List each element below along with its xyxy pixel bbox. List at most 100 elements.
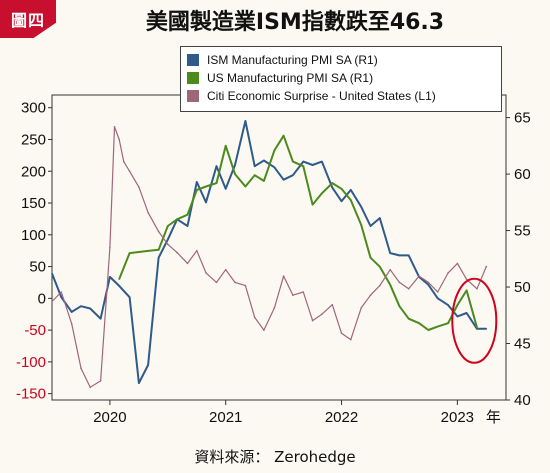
data-point-ism [427, 284, 430, 286]
legend-item-us: US Manufacturing PMI SA (R1) [187, 69, 501, 87]
data-point-ism [485, 328, 488, 330]
data-point-ism [167, 238, 169, 241]
legend-item-citi: Citi Economic Surprise - United States (… [187, 87, 501, 105]
data-point-ism [186, 225, 189, 227]
right-tick-label: 40 [514, 392, 531, 409]
data-point-citi [123, 160, 125, 163]
data-point-us [321, 192, 323, 195]
x-axis-unit: 年 [486, 409, 501, 426]
left-tick-label: -100 [16, 354, 46, 371]
data-point-citi [60, 291, 63, 293]
left-tick-label: 150 [21, 195, 46, 212]
data-point-us [273, 149, 276, 152]
data-point-citi [350, 338, 352, 341]
data-point-us [360, 224, 363, 226]
data-point-us [176, 218, 178, 221]
data-point-citi [118, 138, 120, 141]
data-point-citi [234, 281, 236, 284]
data-point-ism [331, 186, 334, 189]
legend-item-ism: ISM Manufacturing PMI SA (R1) [187, 51, 501, 69]
data-point-citi [80, 367, 82, 370]
left-tick-label: 200 [21, 163, 46, 180]
data-point-ism [369, 225, 372, 227]
data-point-citi [447, 272, 449, 274]
source-note: 資料來源： Zerohedge [194, 448, 356, 466]
data-point-ism [311, 164, 314, 166]
data-point-citi [51, 300, 53, 303]
data-point-us [186, 213, 189, 216]
left-tick-label: 100 [21, 227, 46, 244]
data-point-citi [331, 303, 334, 306]
data-point-citi [465, 278, 468, 281]
data-point-citi [321, 313, 323, 316]
right-tick-label: 45 [514, 336, 531, 353]
data-point-us [302, 165, 305, 167]
data-point-ism [89, 307, 91, 310]
left-tick-label: -150 [16, 386, 46, 403]
data-point-us [331, 182, 334, 184]
series-layer [51, 120, 488, 389]
data-point-ism [360, 206, 363, 208]
data-point-ism [80, 305, 82, 308]
left-tick-label: 300 [21, 100, 46, 117]
data-point-ism [350, 189, 352, 191]
x-tick-label: 2022 [325, 409, 358, 426]
data-point-ism [407, 254, 410, 257]
data-point-citi [311, 319, 314, 322]
data-point-citi [244, 284, 247, 287]
data-point-ism [340, 200, 343, 202]
data-point-ism [99, 317, 102, 320]
data-point-ism [224, 188, 227, 190]
left-tick-label: 250 [21, 131, 46, 148]
x-tick-label: 2023 [441, 409, 474, 426]
data-point-citi [128, 170, 131, 173]
right-tick-label: 65 [514, 110, 531, 127]
plot-frame [51, 94, 507, 401]
data-point-us [398, 305, 401, 308]
data-point-us [196, 189, 198, 191]
series-line-us [118, 134, 478, 331]
data-point-us [340, 188, 343, 190]
data-point-us [215, 182, 218, 184]
data-point-us [118, 278, 120, 280]
data-point-citi [379, 284, 381, 287]
legend-label-citi: Citi Economic Surprise - United States (… [207, 89, 436, 103]
data-point-ism [234, 164, 236, 166]
data-point-citi [215, 281, 218, 284]
legend-swatch-us [187, 72, 199, 84]
data-point-citi [282, 275, 285, 277]
data-point-citi [360, 307, 363, 309]
data-point-us [311, 203, 314, 206]
data-point-ism [282, 178, 285, 181]
x-tick-label: 2021 [209, 409, 242, 426]
data-point-us [224, 145, 227, 147]
data-point-us [447, 322, 449, 325]
data-point-ism [109, 276, 111, 278]
data-point-us [369, 256, 372, 259]
legend-swatch-citi [187, 90, 199, 102]
highlight-layer [451, 277, 498, 364]
data-point-citi [418, 275, 420, 277]
data-point-citi [389, 268, 392, 271]
data-point-citi [340, 332, 343, 335]
left-tick-label: 50 [29, 259, 46, 276]
data-point-us [379, 265, 381, 268]
data-point-ism [302, 160, 305, 163]
data-point-us [407, 317, 410, 320]
data-point-ism [273, 166, 276, 169]
legend-swatch-ism [187, 54, 199, 66]
data-point-us [427, 329, 430, 331]
data-point-ism [389, 252, 392, 254]
data-point-us [205, 185, 207, 188]
data-point-citi [427, 281, 430, 284]
series-line-citi [51, 126, 487, 388]
data-point-ism [196, 181, 198, 183]
data-point-citi [485, 265, 488, 268]
data-point-citi [263, 329, 265, 331]
data-point-citi [186, 262, 189, 265]
data-point-us [292, 160, 294, 163]
data-point-us [418, 322, 420, 325]
data-point-ism [60, 296, 63, 299]
series-line-ism [51, 120, 487, 385]
data-point-us [253, 174, 256, 176]
